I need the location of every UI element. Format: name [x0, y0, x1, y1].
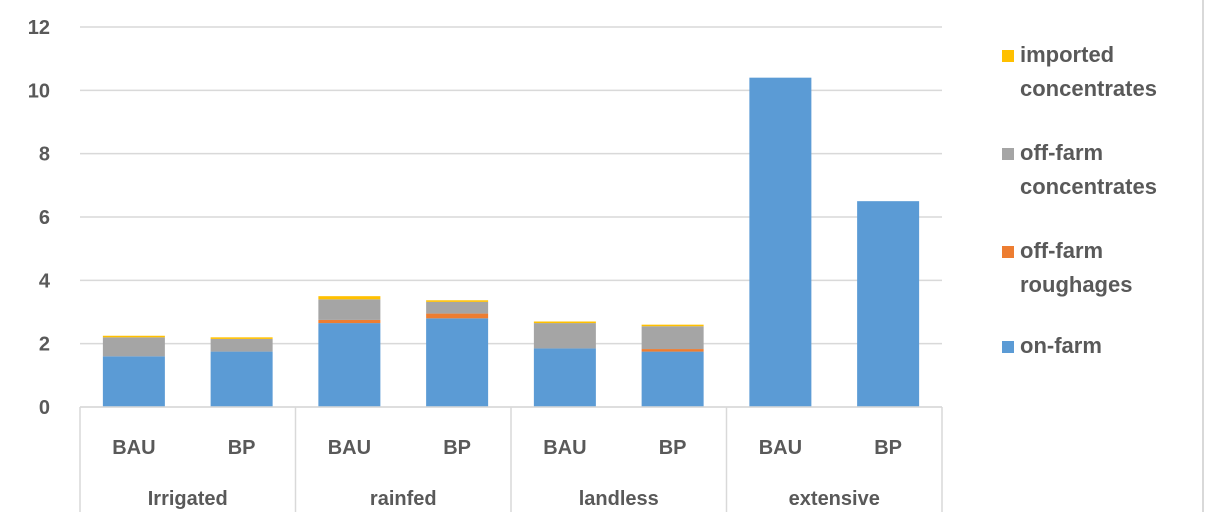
bar-segment-on-farm	[857, 201, 920, 407]
x-group-label: landless	[579, 488, 659, 510]
bar-segment-off-farm-roughages	[318, 319, 381, 324]
x-group-label: rainfed	[370, 488, 437, 510]
legend-label: on-farm	[1020, 333, 1102, 358]
legend-label: off-farm	[1020, 238, 1103, 263]
x-group-label: Irrigated	[148, 488, 228, 510]
y-tick-label: 8	[39, 144, 50, 166]
bar-segment-off-farm-concentrates	[426, 301, 489, 314]
x-category-label: BP	[228, 437, 256, 459]
bar-segment-imported-concentrates	[533, 321, 596, 324]
y-tick-label: 10	[28, 80, 50, 102]
legend-label: concentrates	[1020, 174, 1157, 199]
legend-label: concentrates	[1020, 76, 1157, 101]
legend-swatch	[1002, 341, 1014, 353]
bar-segment-on-farm	[318, 323, 381, 407]
legend: imported concentrates off-farm concentrates…	[1002, 42, 1157, 358]
y-axis: 0 2 4 6 8 10 12	[28, 17, 51, 419]
legend-swatch	[1002, 50, 1014, 62]
x-group-label: extensive	[789, 488, 880, 510]
y-tick-label: 6	[39, 207, 50, 229]
bar-segment-on-farm	[641, 351, 704, 407]
x-category-label: BAU	[328, 437, 371, 459]
x-category-label: BAU	[759, 437, 802, 459]
bar-segment-imported-concentrates	[318, 296, 381, 300]
legend-swatch	[1002, 148, 1014, 160]
x-category-label: BP	[659, 437, 687, 459]
legend-label: roughages	[1020, 272, 1132, 297]
y-tick-label: 4	[39, 270, 51, 292]
bar-segment-off-farm-concentrates	[641, 326, 704, 350]
bar-segment-off-farm-roughages	[641, 349, 704, 352]
bar-segment-imported-concentrates	[102, 335, 165, 338]
x-category-label: BP	[874, 437, 902, 459]
gridlines	[80, 26, 942, 408]
legend-label: off-farm	[1020, 140, 1103, 165]
x-category-label: BP	[443, 437, 471, 459]
y-tick-label: 0	[39, 397, 50, 419]
bar-segment-off-farm-concentrates	[210, 338, 273, 352]
bar-segment-off-farm-concentrates	[318, 299, 381, 320]
bar-segment-off-farm-concentrates	[102, 337, 165, 357]
bars	[102, 77, 920, 408]
bar-segment-on-farm	[210, 351, 273, 407]
y-tick-label: 12	[28, 17, 50, 39]
legend-swatch	[1002, 246, 1014, 258]
bar-segment-on-farm	[749, 77, 812, 408]
x-category-label: BAU	[112, 437, 155, 459]
bar-segment-imported-concentrates	[426, 300, 489, 302]
bar-segment-off-farm-concentrates	[533, 323, 596, 349]
legend-label: imported	[1020, 42, 1114, 67]
bar-segment-imported-concentrates	[641, 324, 704, 327]
bar-segment-on-farm	[533, 348, 596, 407]
bar-segment-off-farm-roughages	[426, 313, 489, 319]
x-axis: BAU BP BAU BP BAU BP BAU BP Irrigated rainfed land…	[79, 406, 943, 512]
bar-segment-on-farm	[102, 356, 165, 407]
y-tick-label: 2	[39, 334, 50, 356]
bar-segment-on-farm	[426, 318, 489, 407]
bar-segment-imported-concentrates	[210, 337, 273, 339]
x-category-label: BAU	[543, 437, 586, 459]
